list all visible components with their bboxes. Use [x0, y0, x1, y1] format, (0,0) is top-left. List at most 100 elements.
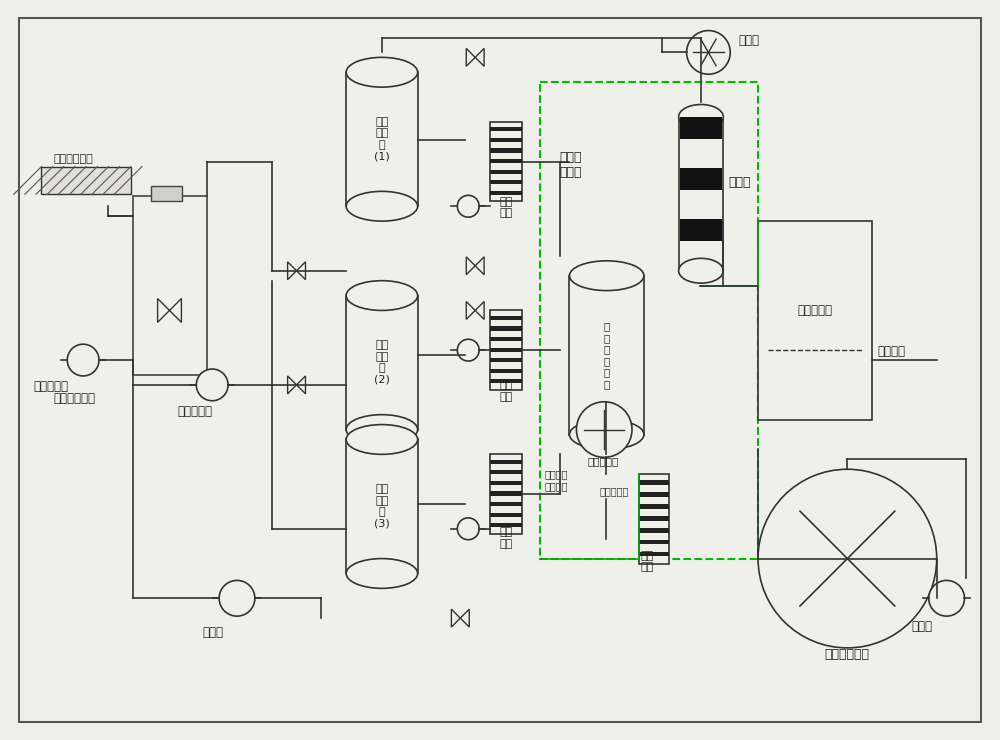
Bar: [490, 316, 522, 320]
Bar: [490, 191, 522, 195]
Bar: [680, 168, 722, 190]
Polygon shape: [475, 301, 484, 320]
Bar: [346, 440, 418, 574]
Text: 盐酸回收器: 盐酸回收器: [798, 304, 833, 317]
Text: 渣浆泵: 渣浆泵: [202, 626, 223, 639]
Circle shape: [687, 30, 730, 74]
Bar: [639, 539, 669, 545]
Bar: [490, 380, 522, 383]
Ellipse shape: [346, 280, 418, 311]
Circle shape: [457, 195, 479, 217]
Bar: [490, 523, 522, 528]
Bar: [133, 196, 207, 375]
Polygon shape: [297, 376, 305, 394]
Bar: [490, 369, 522, 373]
Text: 热交
换器: 热交 换器: [499, 197, 513, 218]
Polygon shape: [288, 376, 297, 394]
Circle shape: [457, 339, 479, 361]
Text: 金
属
盐
分
离
器: 金 属 盐 分 离 器: [604, 321, 610, 389]
Bar: [490, 454, 522, 534]
Circle shape: [196, 369, 228, 401]
Bar: [490, 460, 522, 464]
Text: 离心分离机: 离心分离机: [587, 457, 619, 466]
Text: 催化剂传输带: 催化剂传输带: [53, 154, 93, 164]
Bar: [490, 348, 522, 351]
Text: 减压
分馏
器
(3): 减压 分馏 器 (3): [374, 484, 390, 529]
Bar: [490, 491, 522, 496]
Ellipse shape: [346, 58, 418, 87]
Text: 催化剂浓缩器: 催化剂浓缩器: [825, 648, 870, 661]
Polygon shape: [475, 257, 484, 275]
Text: 热交
换器: 热交 换器: [499, 527, 513, 548]
Bar: [490, 169, 522, 174]
Bar: [680, 220, 722, 241]
Bar: [490, 138, 522, 142]
Text: 热交
换器: 热交 换器: [640, 551, 654, 573]
Bar: [639, 528, 669, 533]
Circle shape: [929, 580, 964, 616]
Polygon shape: [466, 301, 475, 320]
Text: 金属盐
沉淀剂: 金属盐 沉淀剂: [560, 152, 582, 180]
Bar: [639, 492, 669, 497]
Ellipse shape: [569, 260, 644, 291]
Ellipse shape: [346, 425, 418, 454]
Text: 特种耐酸泵: 特种耐酸泵: [34, 380, 69, 393]
Bar: [490, 470, 522, 474]
Text: 盐酸出口: 盐酸出口: [877, 345, 905, 358]
Circle shape: [457, 518, 479, 539]
Bar: [490, 180, 522, 184]
Bar: [490, 148, 522, 152]
Text: 减压
分馏
器
(1): 减压 分馏 器 (1): [374, 117, 390, 161]
Bar: [490, 326, 522, 331]
Bar: [679, 117, 723, 271]
Ellipse shape: [679, 104, 723, 130]
Bar: [490, 311, 522, 390]
Bar: [490, 502, 522, 506]
Ellipse shape: [569, 420, 644, 449]
Bar: [346, 73, 418, 206]
Polygon shape: [475, 48, 484, 67]
Text: 特种耐酸泵: 特种耐酸泵: [177, 405, 212, 417]
Polygon shape: [158, 298, 170, 323]
Ellipse shape: [679, 258, 723, 283]
Bar: [639, 504, 669, 509]
Polygon shape: [466, 257, 475, 275]
Circle shape: [758, 469, 937, 648]
Circle shape: [67, 344, 99, 376]
Bar: [490, 513, 522, 517]
Bar: [639, 474, 669, 564]
Ellipse shape: [346, 414, 418, 445]
Text: 冷凝器: 冷凝器: [728, 176, 751, 189]
Bar: [639, 480, 669, 485]
Text: 金属盐回收: 金属盐回收: [599, 486, 629, 496]
Bar: [639, 551, 669, 556]
Polygon shape: [466, 48, 475, 67]
Bar: [680, 117, 722, 138]
Text: 真空泵: 真空泵: [738, 35, 759, 47]
Bar: [490, 127, 522, 132]
Bar: [639, 516, 669, 521]
Text: 催化剂混合器: 催化剂混合器: [53, 391, 95, 405]
Ellipse shape: [346, 192, 418, 221]
Bar: [346, 295, 418, 429]
Text: 热交
换器: 热交 换器: [499, 380, 513, 402]
Polygon shape: [288, 262, 297, 280]
Polygon shape: [460, 609, 469, 627]
Bar: [490, 159, 522, 163]
Text: 液体泵入
酸洗液浓: 液体泵入 酸洗液浓: [545, 469, 568, 491]
Polygon shape: [451, 609, 460, 627]
Bar: [41, 166, 131, 195]
Polygon shape: [170, 298, 181, 323]
Text: 真空泵: 真空泵: [912, 620, 933, 633]
Bar: [490, 122, 522, 201]
Bar: [151, 186, 182, 201]
Polygon shape: [297, 262, 305, 280]
Text: 减压
分馏
器
(2): 减压 分馏 器 (2): [374, 340, 390, 385]
Bar: [758, 221, 872, 420]
Bar: [490, 358, 522, 363]
Circle shape: [576, 402, 632, 457]
Bar: [569, 276, 644, 434]
Circle shape: [219, 580, 255, 616]
Bar: [540, 82, 758, 559]
Bar: [490, 337, 522, 341]
